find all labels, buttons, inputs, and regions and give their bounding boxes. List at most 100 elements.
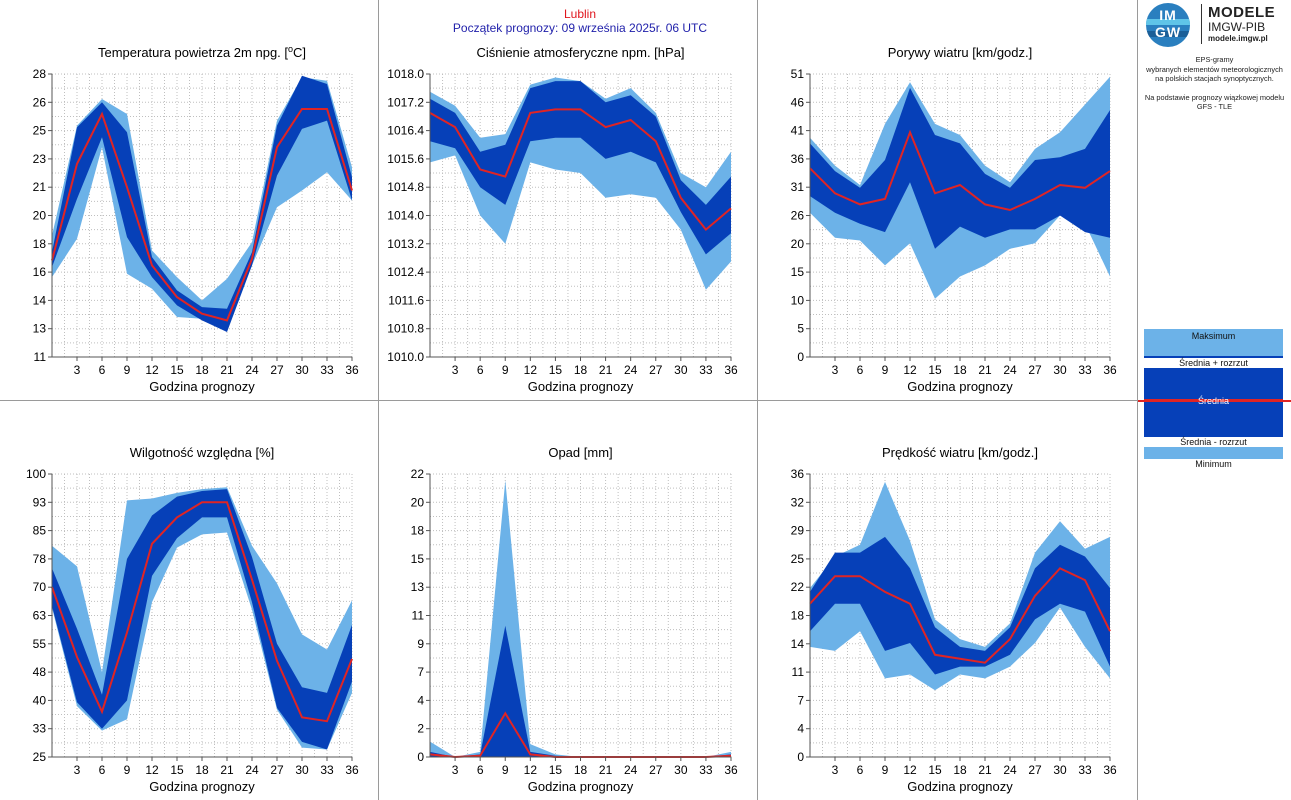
legend-mean: Średnia <box>1197 396 1230 406</box>
x-tick-label: 15 <box>549 363 563 377</box>
y-tick-label: 5 <box>797 322 804 336</box>
x-tick-label: 15 <box>928 363 942 377</box>
y-tick-label: 25 <box>33 124 47 138</box>
y-tick-label: 11 <box>792 665 805 679</box>
y-tick-label: 1014.8 <box>387 180 424 194</box>
y-tick-label: 48 <box>33 665 47 679</box>
x-tick-label: 9 <box>502 363 509 377</box>
y-tick-label: 55 <box>33 637 47 651</box>
x-tick-label: 36 <box>1103 763 1117 777</box>
x-tick-label: 3 <box>832 363 839 377</box>
chart-title: Temperatura powietrza 2m npg. [oC] <box>98 44 306 60</box>
x-tick-label: 18 <box>953 763 967 777</box>
y-tick-label: 28 <box>33 67 47 81</box>
x-tick-label: 21 <box>599 763 613 777</box>
x-tick-label: 9 <box>882 363 889 377</box>
legend-mean-line <box>1144 399 1283 402</box>
mean-line <box>51 108 353 322</box>
x-tick-label: 27 <box>649 763 663 777</box>
info-line: Na podstawie prognozy wiązkowej modelu <box>1144 92 1285 102</box>
x-tick-label: 6 <box>857 763 864 777</box>
y-tick-label: 7 <box>417 665 424 679</box>
chart-title: Porywy wiatru [km/godz.] <box>888 45 1033 60</box>
y-tick-label: 25 <box>33 750 47 764</box>
y-tick-label: 20 <box>791 237 805 251</box>
y-tick-label: 1010.0 <box>387 350 424 364</box>
chart-panel-2: 1010.0 1010.8 1011.6 1012.4 1013.2 1014.0 1014… <box>387 45 738 394</box>
y-tick-label: 18 <box>33 237 47 251</box>
x-tick-label: 27 <box>270 363 284 377</box>
y-tick-label: 7 <box>797 693 804 707</box>
x-tick-label: 9 <box>882 763 889 777</box>
y-tick-label: 13 <box>411 580 425 594</box>
x-tick-label: 24 <box>245 363 259 377</box>
x-tick-label: 27 <box>1028 363 1042 377</box>
x-tick-label: 15 <box>928 763 942 777</box>
x-tick-label: 3 <box>74 763 81 777</box>
y-tick-label: 18 <box>411 524 425 538</box>
legend: Maksimum Średnia + rozrzut Średnia Średn… <box>1144 329 1283 469</box>
y-tick-label: 13 <box>33 322 47 336</box>
imgw-logo[interactable]: IM GW MODELE IMGW-PIB modele.imgw.pl <box>1142 0 1291 48</box>
station-name: Lublin <box>563 7 597 21</box>
y-tick-label: 1012.4 <box>387 265 424 279</box>
x-tick-label: 6 <box>99 363 106 377</box>
brand-url[interactable]: modele.imgw.pl <box>1208 34 1268 43</box>
x-tick-label: 30 <box>674 363 688 377</box>
y-tick-label: 36 <box>791 467 805 481</box>
logo-text-top: IM <box>1159 7 1177 23</box>
band-spread <box>810 87 1110 249</box>
x-tick-label: 24 <box>1003 763 1017 777</box>
x-tick-label: 27 <box>270 763 284 777</box>
info-line: wybranych elementów meteorologicznych <box>1146 64 1283 74</box>
x-axis-label: Godzina prognozy <box>907 379 1013 394</box>
legend-mean-plus: Średnia + rozrzut <box>1144 358 1283 368</box>
x-tick-label: 24 <box>1003 363 1017 377</box>
x-tick-label: 21 <box>220 363 234 377</box>
x-tick-label: 33 <box>1078 763 1092 777</box>
x-tick-label: 24 <box>245 763 259 777</box>
x-tick-label: 36 <box>345 763 359 777</box>
x-axis-label: Godzina prognozy <box>149 379 255 394</box>
logo-separator <box>1201 4 1202 44</box>
y-tick-label: 20 <box>33 209 47 223</box>
y-tick-label: 93 <box>33 495 47 509</box>
x-tick-label: 27 <box>649 363 663 377</box>
band-spread <box>52 75 352 332</box>
mean-line <box>51 501 353 723</box>
x-tick-label: 21 <box>978 763 992 777</box>
info-line: EPS-gramy <box>1195 55 1234 64</box>
band-spread <box>52 489 352 750</box>
x-tick-label: 18 <box>574 763 588 777</box>
x-tick-label: 9 <box>124 363 131 377</box>
band-spread <box>810 536 1110 675</box>
y-tick-label: 0 <box>797 750 804 764</box>
brand-org: IMGW-PIB <box>1208 20 1266 34</box>
x-tick-label: 18 <box>574 363 588 377</box>
x-tick-label: 12 <box>903 363 917 377</box>
y-tick-label: 4 <box>797 722 804 736</box>
y-tick-label: 1011.6 <box>388 293 424 307</box>
legend-max: Maksimum <box>1144 331 1283 341</box>
y-tick-label: 10 <box>791 293 805 307</box>
x-tick-label: 6 <box>477 763 484 777</box>
x-tick-label: 15 <box>549 763 563 777</box>
x-tick-label: 18 <box>195 363 209 377</box>
y-tick-label: 26 <box>791 209 805 223</box>
x-tick-label: 30 <box>295 363 309 377</box>
x-tick-label: 24 <box>624 363 638 377</box>
info-line: na polskich stacjach synoptycznych. <box>1155 74 1274 84</box>
x-tick-label: 21 <box>978 363 992 377</box>
x-axis-label: Godzina prognozy <box>149 779 255 794</box>
x-tick-label: 6 <box>857 363 864 377</box>
chart-title: Ciśnienie atmosferyczne npm. [hPa] <box>476 45 684 60</box>
y-tick-label: 1015.6 <box>387 152 424 166</box>
x-tick-label: 15 <box>170 763 184 777</box>
y-tick-label: 1016.4 <box>387 124 424 138</box>
